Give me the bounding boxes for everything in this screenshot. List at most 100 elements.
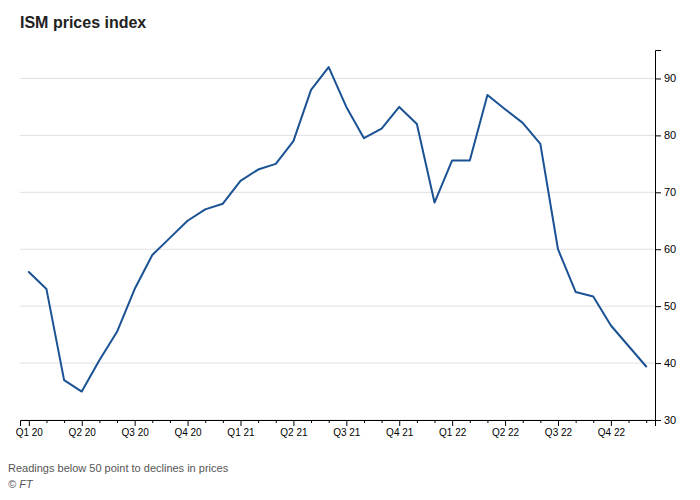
x-tick <box>276 420 277 423</box>
x-tick-mark <box>258 420 259 423</box>
x-axis: Q1 20 Q2 20 Q3 20 Q4 20 Q1 21 Q2 21 Q3 21 Q4 21… <box>16 420 656 438</box>
y-tick-mark <box>655 306 661 307</box>
x-tick-mark <box>64 420 65 423</box>
x-tick <box>152 420 153 423</box>
x-tick <box>646 420 647 423</box>
x-tick-label: Q2 20 <box>69 427 97 438</box>
x-tick: Q3 21 <box>333 420 361 438</box>
x-tick-mark <box>311 420 312 423</box>
y-tick-label: 80 <box>664 129 676 141</box>
grid-line <box>20 135 655 136</box>
y-tick-label: 40 <box>664 357 676 369</box>
x-tick-mark <box>223 420 224 423</box>
x-tick <box>470 420 471 423</box>
x-tick-mark <box>276 420 277 423</box>
x-tick-label: Q3 22 <box>545 427 573 438</box>
x-tick <box>593 420 594 423</box>
x-tick: Q4 20 <box>174 420 202 438</box>
x-tick-mark <box>135 420 136 426</box>
grid-line <box>20 306 655 307</box>
footnote: Readings below 50 point to declines in p… <box>8 462 229 474</box>
x-tick-mark <box>29 420 30 426</box>
x-tick-mark <box>188 420 189 426</box>
x-tick-mark <box>205 420 206 423</box>
x-tick: Q3 22 <box>545 420 573 438</box>
x-tick <box>99 420 100 423</box>
x-tick <box>523 420 524 423</box>
y-tick-mark <box>655 420 661 421</box>
y-axis: 30 40 50 60 70 80 90 <box>655 51 676 427</box>
x-tick: Q4 22 <box>598 420 626 438</box>
x-tick: Q1 22 <box>439 420 467 438</box>
x-tick-label: Q4 20 <box>174 427 202 438</box>
x-tick-label: Q1 22 <box>439 427 467 438</box>
x-tick <box>223 420 224 423</box>
y-tick: 90 <box>655 72 676 84</box>
x-tick <box>629 420 630 423</box>
x-tick-mark <box>646 420 647 423</box>
x-tick: Q2 21 <box>280 420 308 438</box>
x-tick-mark <box>417 420 418 423</box>
x-tick <box>487 420 488 423</box>
x-tick-mark <box>364 420 365 423</box>
x-tick <box>364 420 365 423</box>
x-tick-mark <box>629 420 630 423</box>
y-tick: 30 <box>655 414 676 426</box>
x-tick: Q2 20 <box>69 420 97 438</box>
x-tick-label: Q3 21 <box>333 427 361 438</box>
grid-line <box>20 363 655 364</box>
x-tick-label: Q4 22 <box>598 427 626 438</box>
x-tick-mark <box>576 420 577 423</box>
x-tick <box>576 420 577 423</box>
y-tick-label: 90 <box>664 72 676 84</box>
marks <box>29 67 646 391</box>
y-tick: 50 <box>655 300 676 312</box>
x-tick-mark <box>82 420 83 426</box>
x-tick-mark <box>117 420 118 423</box>
x-tick-mark <box>452 420 453 426</box>
x-tick <box>329 420 330 423</box>
x-tick: Q2 22 <box>492 420 520 438</box>
x-tick-mark <box>170 420 171 423</box>
x-tick-mark <box>505 420 506 426</box>
x-tick-mark <box>611 420 612 426</box>
x-tick <box>170 420 171 423</box>
y-tick-mark <box>655 135 661 136</box>
x-tick: Q3 20 <box>122 420 150 438</box>
x-tick <box>117 420 118 423</box>
y-axis-line <box>656 51 662 421</box>
y-tick-label: 60 <box>664 243 676 255</box>
y-tick-mark <box>655 78 661 79</box>
y-tick-mark <box>655 249 661 250</box>
x-tick: Q1 20 <box>16 420 44 438</box>
x-tick: Q4 21 <box>386 420 414 438</box>
y-tick: 70 <box>655 186 676 198</box>
x-tick <box>311 420 312 423</box>
grid <box>20 78 655 420</box>
x-tick <box>258 420 259 423</box>
x-tick-mark <box>99 420 100 423</box>
x-tick <box>46 420 47 423</box>
y-tick: 40 <box>655 357 676 369</box>
x-tick <box>64 420 65 423</box>
x-tick-mark <box>346 420 347 426</box>
x-tick-mark <box>558 420 559 426</box>
plot-area: Q1 20 Q2 20 Q3 20 Q4 20 Q1 21 Q2 21 Q3 21 Q4 21… <box>16 51 677 439</box>
grid-line <box>20 192 655 193</box>
x-tick <box>205 420 206 423</box>
x-tick-label: Q3 20 <box>122 427 150 438</box>
x-tick-mark <box>152 420 153 423</box>
x-tick-mark <box>435 420 436 423</box>
x-tick: Q1 21 <box>227 420 255 438</box>
x-tick-mark <box>523 420 524 423</box>
y-tick: 60 <box>655 243 676 255</box>
x-tick-mark <box>46 420 47 423</box>
x-tick-mark <box>382 420 383 423</box>
x-tick <box>540 420 541 423</box>
y-tick: 80 <box>655 129 676 141</box>
y-tick-label: 30 <box>664 414 676 426</box>
y-tick-mark <box>655 363 661 364</box>
x-tick-label: Q4 21 <box>386 427 414 438</box>
y-tick-label: 50 <box>664 300 676 312</box>
title: ISM prices index <box>20 14 146 31</box>
